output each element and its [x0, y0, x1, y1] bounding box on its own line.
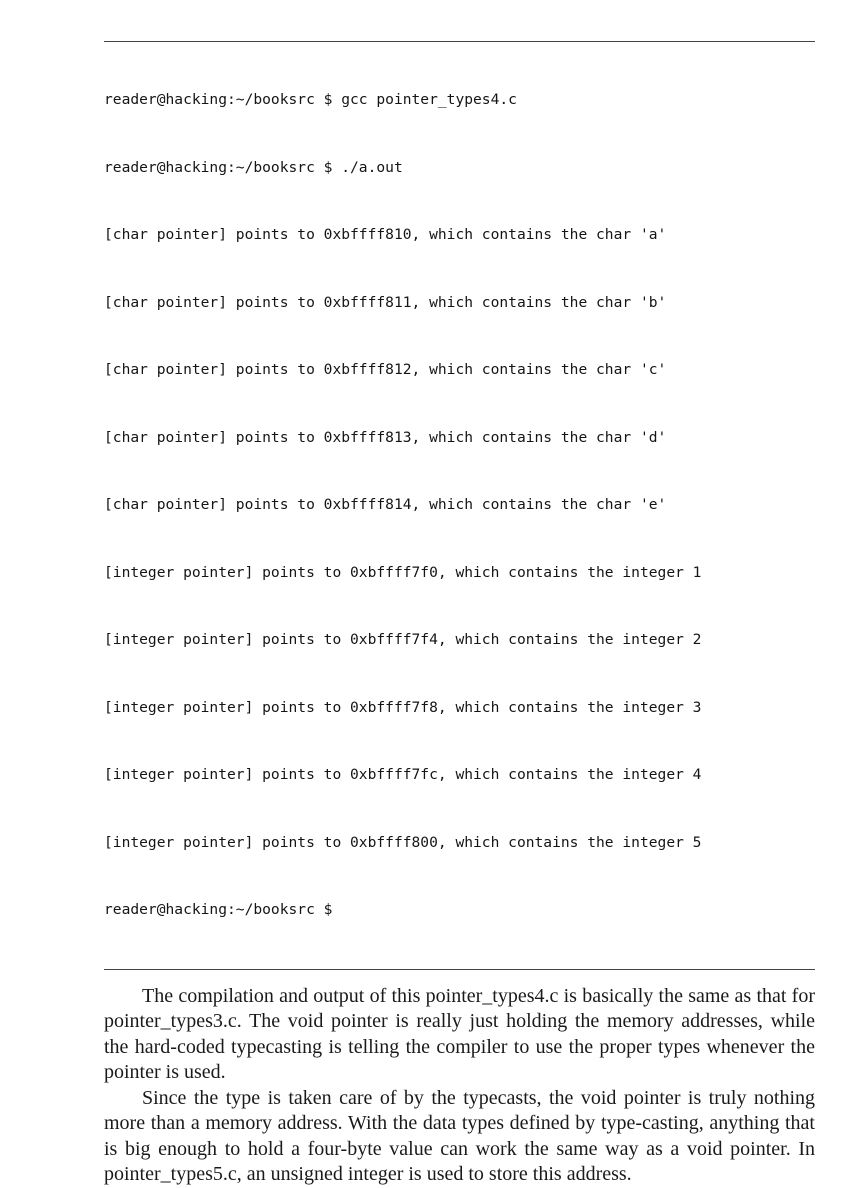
terminal-line: [integer pointer] points to 0xbffff7fc, … [104, 766, 702, 783]
terminal-line: [integer pointer] points to 0xbffff7f8, … [104, 698, 702, 716]
code-block-top-rule [104, 41, 815, 42]
paragraph: Since the type is taken care of by the t… [104, 1086, 815, 1186]
paragraph: The compilation and output of this point… [104, 984, 815, 1084]
terminal-line: [char pointer] points to 0xbffff812, whi… [104, 361, 667, 378]
body-text: The compilation and output of this point… [104, 984, 815, 1188]
terminal-line: reader@hacking:~/booksrc $ ./a.out [104, 158, 403, 176]
terminal-line: [char pointer] points to 0xbffff813, whi… [104, 428, 667, 446]
terminal-line: reader@hacking:~/booksrc $ [104, 901, 333, 918]
terminal-line: [integer pointer] points to 0xbffff7f4, … [104, 631, 702, 648]
code-block-bottom-rule [104, 968, 815, 970]
terminal-line: [char pointer] points to 0xbffff810, whi… [104, 226, 667, 243]
terminal-line: [integer pointer] points to 0xbffff7f0, … [104, 563, 702, 581]
terminal-line: [char pointer] points to 0xbffff811, whi… [104, 293, 667, 311]
terminal-line: [char pointer] points to 0xbffff814, whi… [104, 496, 667, 513]
terminal-output-block: reader@hacking:~/booksrc $ gcc pointer_t… [104, 42, 815, 969]
terminal-line: [integer pointer] points to 0xbffff800, … [104, 833, 702, 851]
book-page: reader@hacking:~/booksrc $ gcc pointer_t… [104, 0, 815, 1188]
terminal-line: reader@hacking:~/booksrc $ gcc pointer_t… [104, 91, 517, 108]
